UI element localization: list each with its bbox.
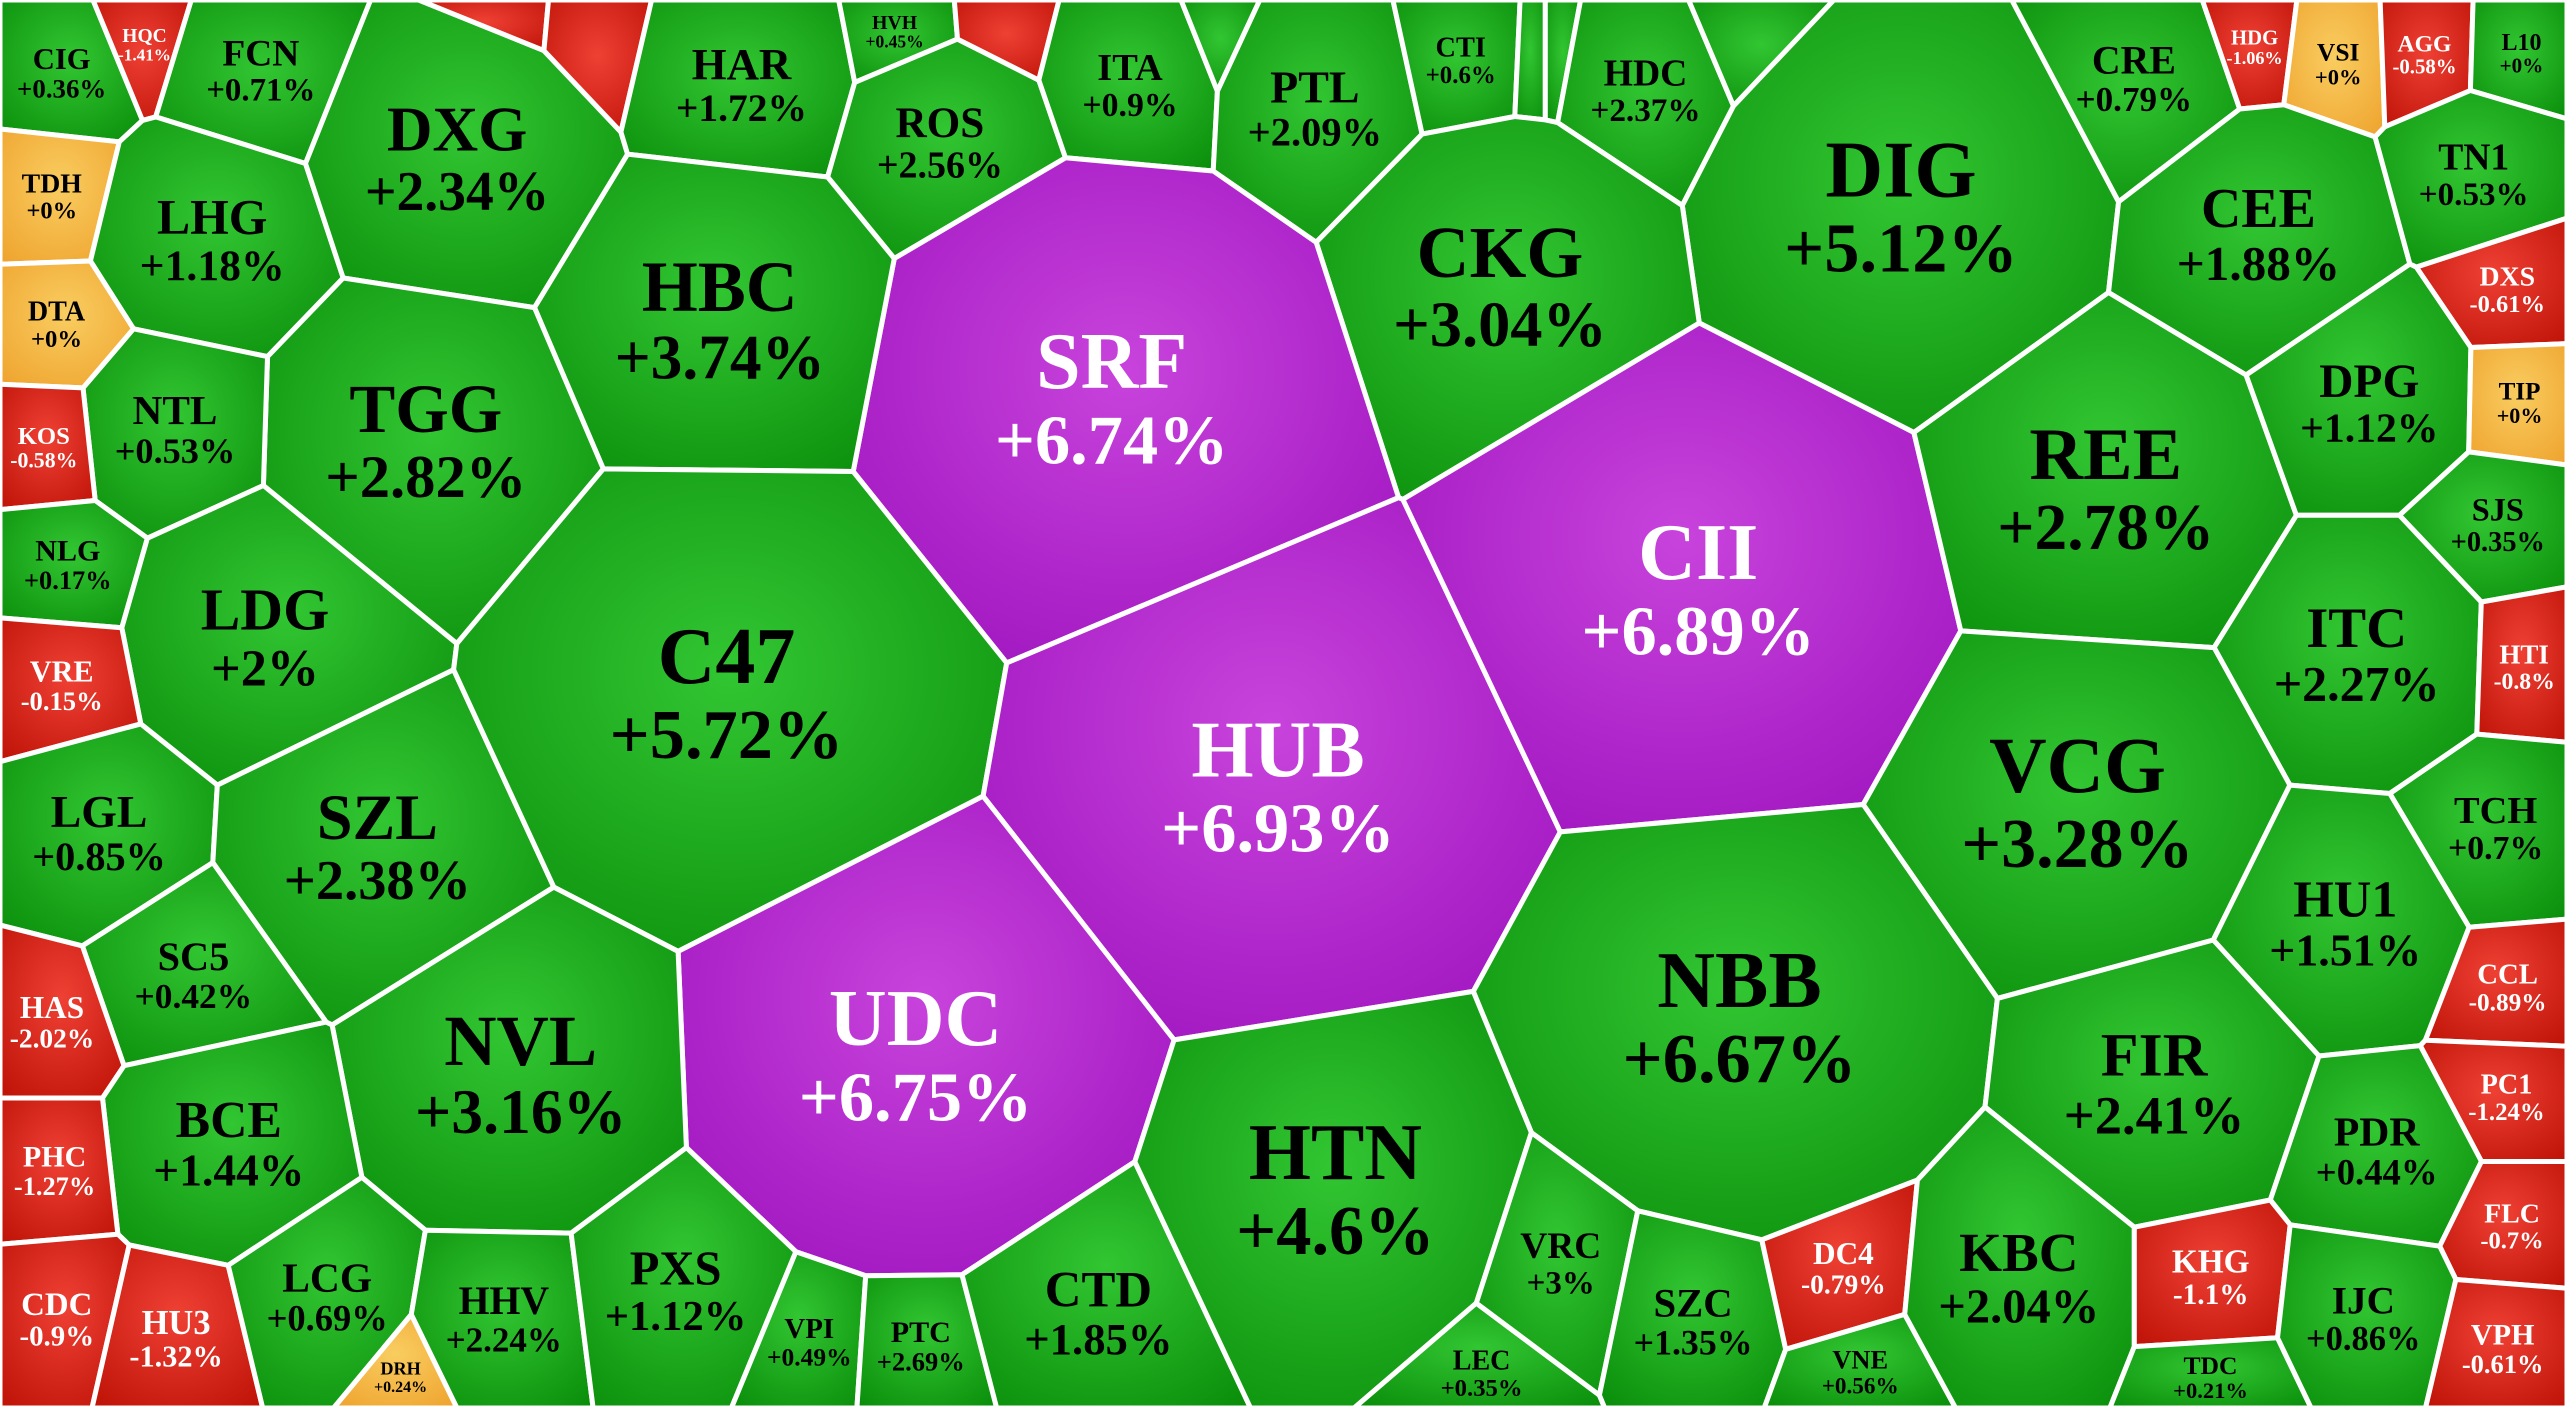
cell-shape-IJC[interactable] (2275, 1222, 2459, 1408)
heatmap-cell-IJC[interactable]: IJC+0.86% (2275, 1222, 2459, 1408)
heatmap-cell-HAR[interactable]: HAR+1.72% (618, 0, 858, 180)
cell-shape-KOS[interactable] (0, 381, 98, 513)
heatmap-cell-TIP[interactable]: TIP+0% (2466, 341, 2567, 468)
heatmap-cell-blank-16[interactable] (1512, 0, 1548, 123)
heatmap-cell-KHG[interactable]: KHG-1.1% (2131, 1197, 2293, 1350)
cell-shape-TIP[interactable] (2466, 341, 2567, 468)
heatmap-cell-HTI[interactable]: HTI-0.8% (2474, 584, 2567, 745)
heatmap-cell-KOS[interactable]: KOS-0.58% (0, 381, 98, 513)
cell-shape-16[interactable] (1512, 0, 1548, 123)
cell-shape-KHG[interactable] (2131, 1197, 2293, 1350)
cell-shape-PHC[interactable] (0, 1095, 121, 1247)
cell-shape-VPH[interactable] (2423, 1277, 2567, 1408)
cell-shape-HAR[interactable] (618, 0, 858, 180)
heatmap-cell-PHC[interactable]: PHC-1.27% (0, 1095, 121, 1247)
cell-shape-L10[interactable] (2467, 0, 2567, 122)
cell-shape-HTI[interactable] (2474, 584, 2567, 745)
